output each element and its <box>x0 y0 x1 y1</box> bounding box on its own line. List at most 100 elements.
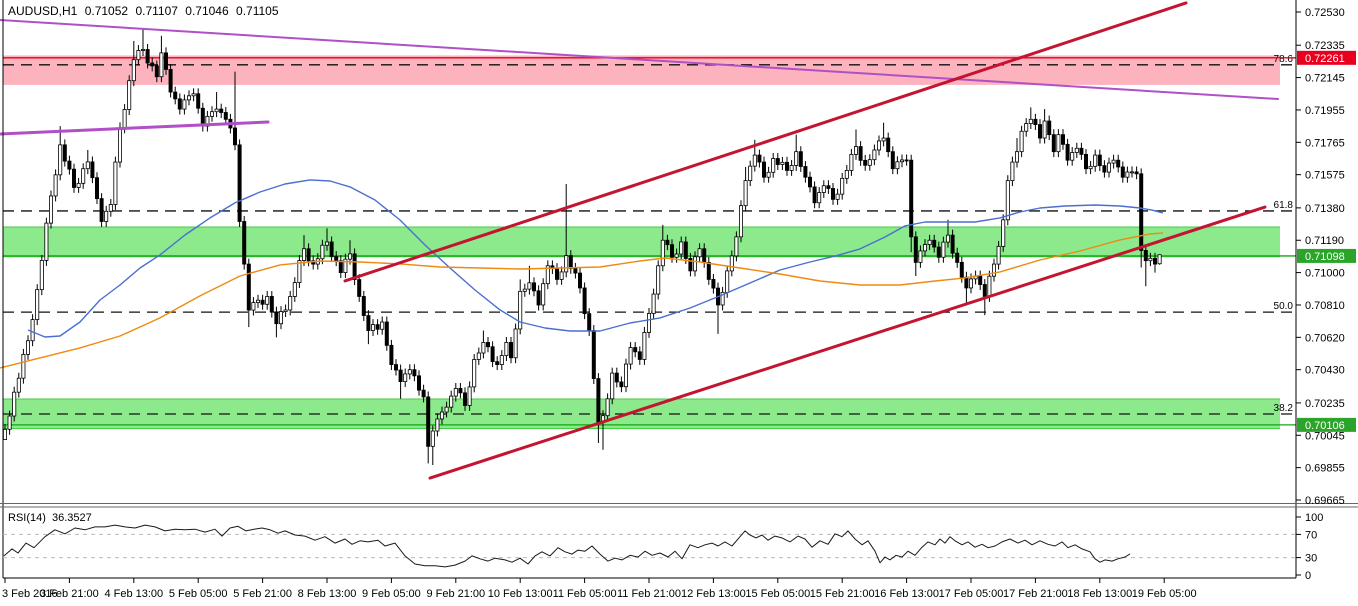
candle-bear <box>90 161 95 179</box>
candle-bull <box>255 299 260 303</box>
candle-bull <box>49 195 54 224</box>
candle-bull <box>739 205 744 238</box>
ma-fast-blue[interactable] <box>27 179 1164 338</box>
candle-bear <box>702 248 707 263</box>
candle-bear <box>237 144 242 222</box>
candle-bear <box>1061 134 1066 145</box>
candle-bear <box>578 272 583 289</box>
candle-bull <box>987 275 992 297</box>
candle-bull <box>182 99 187 110</box>
open-value: 0.71052 <box>84 4 129 18</box>
candle-bear <box>421 389 426 398</box>
candle-bear <box>366 315 371 331</box>
time-tick-label: 5 Feb 21:00 <box>233 588 292 600</box>
trendline-descending-resistance[interactable] <box>0 19 1279 101</box>
candle-bear <box>909 159 914 238</box>
price-tick-label: 0.70620 <box>1305 332 1345 344</box>
trendlines-layer <box>0 1 1279 480</box>
candle-bull <box>131 59 136 82</box>
candle-bear <box>858 146 863 161</box>
candle-bear <box>163 52 168 70</box>
time-tick-label: 3 Feb 21:00 <box>40 588 99 600</box>
candle-bull <box>771 158 776 173</box>
candle-bull <box>835 193 840 200</box>
candle-bear <box>173 91 178 100</box>
rsi-tick-label: 70 <box>1305 529 1317 541</box>
candle-bear <box>334 256 339 262</box>
candle-bear <box>762 161 767 178</box>
candle-bull <box>647 313 652 333</box>
candle-bull <box>1028 118 1033 124</box>
candle-bull <box>817 192 822 204</box>
time-tick-label: 17 Feb 05:00 <box>939 588 1004 600</box>
candle-bull <box>854 146 859 155</box>
candle-bear <box>591 330 596 379</box>
candle-bear <box>490 346 495 363</box>
time-tick-label: 4 Feb 13:00 <box>104 588 163 600</box>
time-tick-label: 15 Feb 05:00 <box>745 588 810 600</box>
candle-bear <box>904 159 909 162</box>
price-tick-label: 0.72530 <box>1305 7 1345 19</box>
candle-bear <box>978 275 983 285</box>
candle-bear <box>785 161 790 171</box>
candle-bull <box>651 293 656 314</box>
time-tick-label: 9 Feb 21:00 <box>426 588 485 600</box>
candle-bear <box>1153 257 1158 265</box>
candle-bear <box>495 361 500 365</box>
candle-bear <box>798 151 803 167</box>
candle-bull <box>1024 123 1029 132</box>
candle-bull <box>159 52 164 78</box>
candle-bear <box>223 112 228 120</box>
candle-bull <box>118 127 123 163</box>
candle-bear <box>1143 250 1148 262</box>
candle-bear <box>964 276 969 289</box>
candle-bear <box>1047 120 1052 136</box>
candle-bull <box>748 165 753 182</box>
candle-bear <box>568 255 573 269</box>
candle-bear <box>62 144 67 162</box>
fib-label-50.0: 50.0 <box>1274 301 1294 312</box>
fib-levels-layer: 78.6 61.8 50.0 38.2 <box>3 54 1296 415</box>
candle-bear <box>375 324 380 330</box>
time-tick-label: 5 Feb 05:00 <box>169 588 228 600</box>
candle-bull <box>1015 151 1020 163</box>
rsi-tick-label: 30 <box>1305 553 1317 565</box>
candle-bull <box>674 253 679 258</box>
candle-bear <box>412 369 417 377</box>
candle-bull <box>7 415 12 430</box>
trendline-channel-upper[interactable] <box>343 1 1188 283</box>
candle-bull <box>444 406 449 413</box>
candle-bear <box>1134 171 1139 175</box>
candle-bull <box>407 369 412 375</box>
candle-bear <box>150 62 155 67</box>
symbol-timeframe-label: AUDUSD,H1 <box>8 4 78 18</box>
rsi-pane[interactable]: 100 70 30 0 <box>3 512 1323 582</box>
candle-bull <box>794 151 799 166</box>
support-zone-1[interactable] <box>3 226 1280 257</box>
candle-bull <box>881 137 886 142</box>
candle-bear <box>573 268 578 274</box>
candle-bull <box>265 296 270 305</box>
trendline-minor-resistance[interactable] <box>0 120 270 136</box>
candle-bull <box>923 244 928 252</box>
candle-bull <box>789 165 794 171</box>
candle-bull <box>895 161 900 170</box>
candle-bull <box>324 241 329 246</box>
candle-bull <box>292 282 297 297</box>
candle-bear <box>357 279 362 297</box>
trendline-channel-lower[interactable] <box>428 205 1267 480</box>
candle-bear <box>532 282 537 292</box>
candle-bull <box>25 340 30 355</box>
candle-bear <box>177 98 182 110</box>
price-marker-red <box>1297 50 1356 65</box>
candle-bull <box>44 222 49 261</box>
candle-bull <box>140 49 145 51</box>
candle-bull <box>288 296 293 311</box>
candle-bear <box>757 154 762 163</box>
candle-bull <box>518 290 523 330</box>
ma-slow-orange[interactable] <box>0 232 1164 369</box>
candle-bull <box>12 391 17 417</box>
